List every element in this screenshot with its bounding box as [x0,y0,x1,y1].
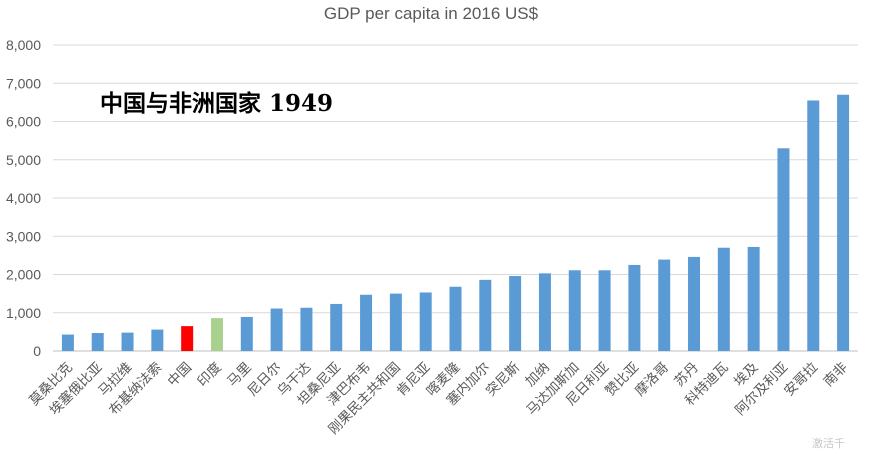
x-tick-label: 印度 [194,360,224,390]
bar [837,94,850,351]
bar [61,334,74,351]
bar [91,333,104,351]
y-tick-label: 1,000 [6,305,41,321]
bar [270,308,283,351]
chart-annotation: 中国与非洲国家 1949 [100,90,333,117]
bar [181,326,194,351]
bar [717,247,730,351]
bar [240,316,253,351]
y-tick-label: 5,000 [6,152,41,168]
bar [777,148,790,351]
y-tick-label: 8,000 [6,37,41,53]
bar [389,293,402,351]
bar [628,264,641,351]
bar [688,256,701,351]
x-tick-label: 安哥拉 [781,359,821,399]
bar [747,246,760,351]
bar [568,270,581,351]
bar [330,303,343,351]
y-tick-label: 3,000 [6,228,41,244]
y-tick-label: 6,000 [6,114,41,130]
bar [598,270,611,351]
bar [449,286,462,351]
y-tick-label: 2,000 [6,267,41,283]
bar [538,273,551,351]
y-tick-label: 4,000 [6,190,41,206]
y-tick-label: 0 [33,343,41,359]
x-tick-label: 中国 [165,360,195,390]
x-tick-label: 摩洛哥 [631,359,672,400]
y-tick-label: 7,000 [6,75,41,91]
chart-title: GDP per capita in 2016 US$ [324,4,539,23]
bar [419,292,432,351]
x-tick-label: 突尼斯 [483,360,523,400]
watermark: 激活千 [812,436,845,450]
x-tick-label: 南非 [821,360,851,390]
bar [360,294,373,351]
bar [151,329,164,351]
bar [210,318,223,351]
bars [61,94,850,352]
bar [121,332,134,351]
bar [807,100,820,352]
y-axis-ticks: 0 1,000 2,000 3,000 4,000 5,000 6,000 7,000 8,00… [6,37,41,359]
bar [509,276,522,351]
bar [300,307,313,351]
bar [658,259,671,351]
gridlines [53,44,858,352]
bar [479,279,492,351]
